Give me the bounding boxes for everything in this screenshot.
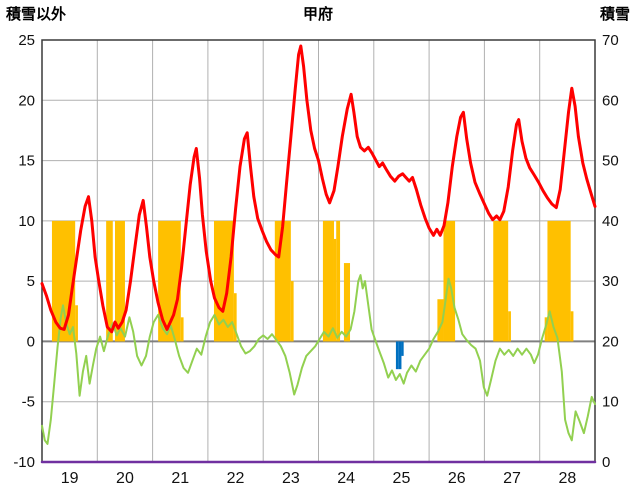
right-axis-tick-label: 70 <box>602 32 619 49</box>
x-axis-day-label: 23 <box>282 470 300 487</box>
right-axis-tick-label: 20 <box>602 333 619 350</box>
left-axis-tick-label: 0 <box>27 333 35 350</box>
x-axis-day-label: 26 <box>448 470 466 487</box>
left-axis-tick-label: -10 <box>13 454 35 471</box>
left-axis-tick-label: 25 <box>18 32 35 49</box>
sunshine-bar <box>493 220 509 342</box>
sunshine-bar <box>75 305 78 342</box>
right-axis-tick-label: 40 <box>602 213 619 230</box>
right-axis-title: 積雪 <box>599 6 630 23</box>
left-axis-title: 積雪以外 <box>6 6 67 23</box>
precipitation-bar <box>395 341 399 370</box>
sunshine-bar <box>213 220 234 342</box>
x-axis-day-label: 22 <box>227 470 245 487</box>
sunshine-bar <box>180 317 184 342</box>
sunshine-bar <box>333 238 337 342</box>
x-axis-day-label: 24 <box>337 470 355 487</box>
sunshine-bar <box>322 220 334 342</box>
sunshine-bar <box>508 311 511 342</box>
sunshine-bar <box>544 317 548 342</box>
x-axis-day-label: 21 <box>171 470 189 487</box>
right-axis-tick-label: 30 <box>602 273 619 290</box>
x-axis-day-label: 28 <box>558 470 576 487</box>
precipitation-bar <box>401 341 404 356</box>
right-axis-tick-label: 60 <box>602 92 619 109</box>
sunshine-bar <box>547 220 571 342</box>
sunshine-bar <box>233 293 237 342</box>
left-axis-tick-label: 10 <box>18 213 35 230</box>
sunshine-bar <box>114 220 125 342</box>
sunshine-bar <box>274 220 291 342</box>
sunshine-bar <box>343 263 351 342</box>
left-axis-tick-label: -5 <box>22 394 35 411</box>
x-axis-day-label: 25 <box>393 470 411 487</box>
left-axis-tick-label: 15 <box>18 153 35 170</box>
right-axis-tick-label: 50 <box>602 153 619 170</box>
precipitation-bar <box>398 341 402 370</box>
right-axis-tick-label: 0 <box>602 454 610 471</box>
left-axis-tick-label: 20 <box>18 92 35 109</box>
sunshine-bar <box>437 299 444 342</box>
sunshine-bar <box>290 281 294 342</box>
left-axis-tick-label: 5 <box>27 273 35 290</box>
x-axis-day-label: 19 <box>61 470 79 487</box>
x-axis-day-label: 27 <box>503 470 521 487</box>
sunshine-bar <box>570 311 574 342</box>
green-line <box>41 274 596 445</box>
x-axis-day-label: 20 <box>116 470 134 487</box>
temperature-line <box>40 44 597 334</box>
sunshine-bar <box>336 220 341 342</box>
chart-title: 甲府 <box>302 6 333 23</box>
right-axis-tick-label: 10 <box>602 394 619 411</box>
sunshine-bar <box>106 220 113 342</box>
